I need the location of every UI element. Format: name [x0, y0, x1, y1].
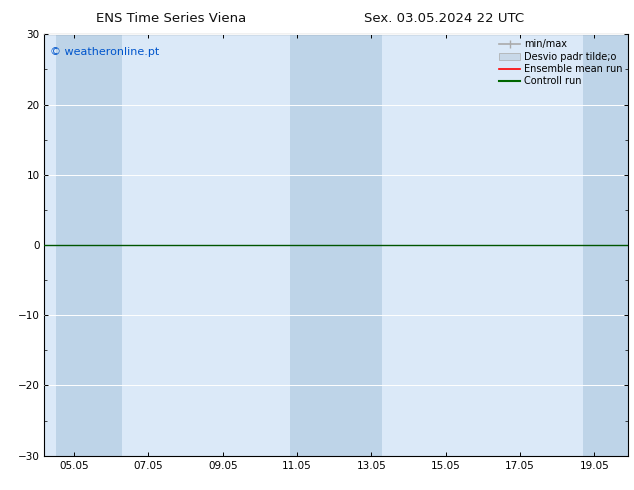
- Text: ENS Time Series Viena: ENS Time Series Viena: [96, 12, 246, 25]
- Text: Sex. 03.05.2024 22 UTC: Sex. 03.05.2024 22 UTC: [364, 12, 524, 25]
- Bar: [290, 34, 382, 456]
- Bar: [583, 34, 634, 456]
- Text: © weatheronline.pt: © weatheronline.pt: [50, 47, 160, 57]
- Bar: [56, 34, 122, 456]
- Legend: min/max, Desvio padr tilde;o, Ensemble mean run, Controll run: min/max, Desvio padr tilde;o, Ensemble m…: [496, 36, 626, 89]
